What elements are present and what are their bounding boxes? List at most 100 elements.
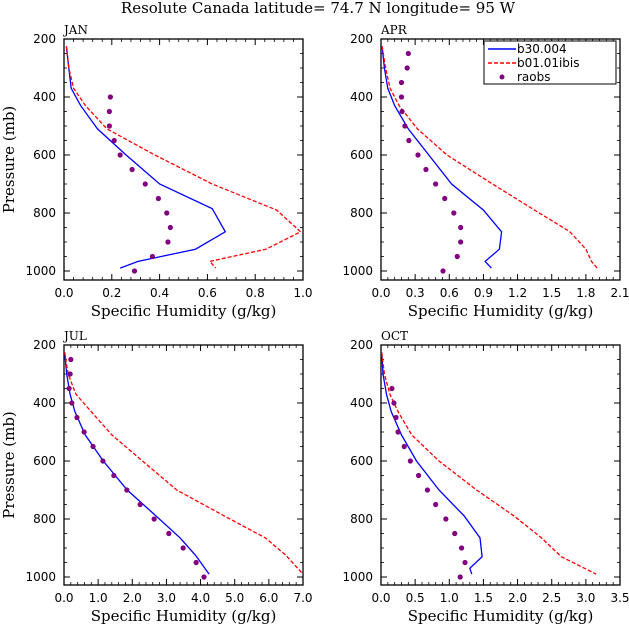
- raobs-point: [454, 253, 460, 260]
- raobs-point: [389, 385, 395, 392]
- raobs-point: [401, 443, 407, 450]
- y-tick-label: 200: [350, 32, 373, 46]
- raobs-point: [402, 123, 408, 129]
- plot-frame: [63, 38, 304, 281]
- raobs-point: [423, 166, 429, 173]
- y-tick-label: 1000: [25, 264, 56, 278]
- raobs-point: [166, 530, 172, 537]
- raobs-point: [131, 268, 138, 274]
- x-tick-label: 0.0: [371, 286, 390, 300]
- raobs-point: [164, 210, 170, 216]
- series-line-b01-01ibis: [381, 46, 598, 269]
- raobs-point: [415, 472, 422, 479]
- raobs-point: [129, 166, 135, 173]
- y-tick-label: 400: [33, 90, 56, 104]
- raobs-point: [406, 137, 412, 144]
- x-tick-label: 1.0: [89, 591, 108, 605]
- y-axis-title: Pressure (mb): [0, 106, 18, 214]
- y-tick-label: 400: [350, 90, 373, 104]
- panel-title: JAN: [62, 23, 88, 37]
- y-tick-label: 600: [350, 148, 373, 162]
- x-tick-label: 2.0: [123, 591, 142, 605]
- x-tick-label: 0.6: [198, 286, 217, 300]
- raobs-point: [442, 195, 448, 202]
- x-tick-label: 0.8: [246, 286, 265, 300]
- y-tick-label: 800: [350, 512, 373, 526]
- x-tick-label: 0.3: [406, 286, 425, 300]
- raobs-point: [106, 123, 113, 129]
- raobs-point: [452, 530, 458, 537]
- raobs-point: [415, 152, 421, 158]
- x-tick-label: 1.0: [293, 286, 312, 300]
- raobs-point: [106, 108, 113, 115]
- raobs-point: [90, 443, 96, 450]
- panel-title: APR: [380, 23, 408, 37]
- x-axis-title: Specific Humidity (g/kg): [91, 607, 277, 625]
- raobs-point: [391, 400, 397, 406]
- raobs-point: [201, 574, 207, 580]
- raobs-point: [137, 501, 143, 508]
- y-tick-label: 200: [33, 338, 56, 352]
- raobs-point: [111, 472, 117, 479]
- y-tick-label: 600: [33, 148, 56, 162]
- plot-frame: [380, 344, 621, 586]
- raobs-point: [81, 429, 87, 435]
- raobs-point: [111, 137, 117, 144]
- x-tick-label: 1.2: [508, 286, 527, 300]
- x-tick-label: 6.0: [259, 591, 278, 605]
- x-tick-label: 1.8: [576, 286, 595, 300]
- raobs-point: [395, 429, 401, 435]
- raobs-point: [67, 371, 73, 377]
- raobs-point: [404, 65, 410, 71]
- raobs-point: [433, 181, 439, 187]
- raobs-point: [443, 516, 449, 522]
- raobs-point: [117, 152, 123, 158]
- x-tick-label: 0.0: [54, 286, 73, 300]
- y-tick-label: 200: [350, 338, 373, 352]
- raobs-point: [107, 94, 113, 100]
- x-axis-title: Specific Humidity (g/kg): [91, 302, 277, 320]
- y-tick-label: 800: [350, 206, 373, 220]
- x-tick-label: 1.5: [542, 286, 561, 300]
- x-tick-label: 5.0: [225, 591, 244, 605]
- x-tick-label: 3.0: [576, 591, 595, 605]
- x-axis-title: Specific Humidity (g/kg): [408, 607, 594, 625]
- raobs-point: [398, 79, 405, 86]
- y-tick-label: 600: [33, 454, 56, 468]
- x-tick-label: 1.5: [474, 591, 493, 605]
- series-line-b01-01ibis: [64, 352, 304, 575]
- y-tick-label: 400: [350, 396, 373, 410]
- raobs-point: [399, 108, 405, 115]
- y-tick-label: 800: [33, 512, 56, 526]
- raobs-point: [100, 458, 106, 464]
- panel-apr: APR 0.0 0.3 0.6 0.9 1.2 1.5 1.8 2.1 200 400 600 800 1…: [342, 23, 629, 320]
- raobs-point: [149, 253, 156, 260]
- raobs-point: [440, 268, 446, 274]
- legend-label-b01-01ibis: b01.01ibis: [517, 56, 580, 70]
- series-line-b30-004: [64, 352, 210, 575]
- x-tick-label: 0.6: [440, 286, 459, 300]
- x-tick-label: 0.0: [371, 591, 390, 605]
- raobs-point: [458, 239, 464, 245]
- y-tick-label: 1000: [342, 570, 373, 584]
- panel-oct: OCT 0.0 0.5 1.0 1.5 2.0 2.5 3.0 3.5 200 400 600 800 1…: [342, 329, 629, 625]
- y-tick-label: 600: [350, 454, 373, 468]
- raobs-point: [457, 574, 463, 580]
- panel-title: OCT: [381, 329, 408, 343]
- legend-marker-raobs: [499, 74, 505, 80]
- raobs-point: [68, 356, 74, 363]
- x-axis-title: Specific Humidity (g/kg): [408, 302, 594, 320]
- series-line-b30-004: [381, 46, 503, 269]
- raobs-point: [424, 487, 431, 493]
- raobs-point: [74, 414, 80, 421]
- raobs-point: [155, 195, 162, 202]
- y-tick-label: 1000: [342, 264, 373, 278]
- legend-label-raobs: raobs: [517, 70, 551, 84]
- raobs-point: [462, 559, 468, 566]
- raobs-point: [393, 414, 399, 421]
- plot-frame: [63, 344, 304, 586]
- x-tick-label: 2.0: [508, 591, 527, 605]
- series-line-b01-01ibis: [381, 352, 597, 575]
- raobs-point: [124, 487, 130, 493]
- panel-title: JUL: [62, 329, 87, 343]
